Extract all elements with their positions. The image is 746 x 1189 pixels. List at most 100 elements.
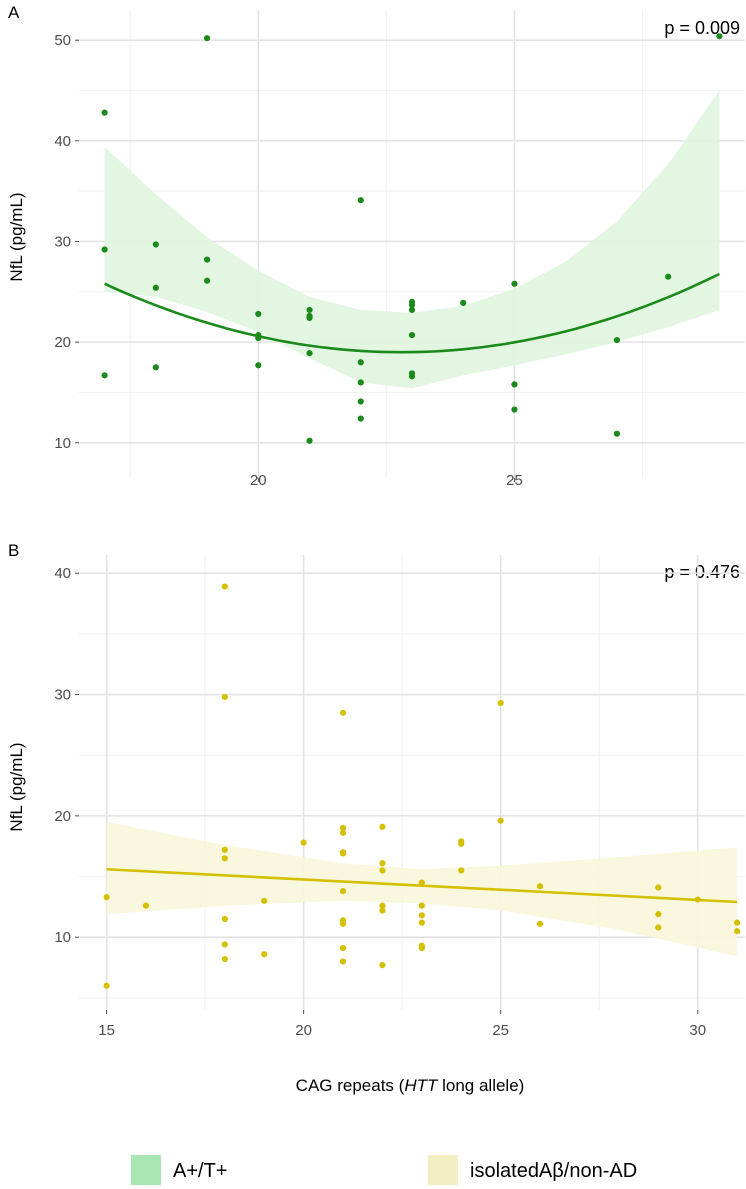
panel-a-data-point-5 — [152, 364, 159, 371]
panel-b-data-point-27 — [379, 907, 386, 914]
panel-b-x-tick-label-2: 25 — [492, 1022, 509, 1039]
panel-a-data-point-29 — [460, 299, 467, 306]
panel-b-y-tick-label-2: 30 — [54, 687, 71, 704]
panel-a-data-point-20 — [357, 379, 364, 386]
legend-label-a-t: A+/T+ — [173, 1160, 227, 1182]
panel-a-x-tick-label-0: 20 — [250, 472, 267, 489]
panel-b-data-point-17 — [339, 850, 347, 857]
panel-b-data-point-12 — [300, 839, 307, 846]
panel-b-data-point-14 — [339, 824, 347, 832]
panel-a-data-point-19 — [357, 359, 364, 366]
panel-b-data-point-26 — [379, 902, 386, 909]
panel-b-x-tick-label-3: 30 — [689, 1022, 706, 1039]
panel-b-data-point-7 — [221, 915, 228, 923]
panel-b-data-point-20 — [339, 920, 347, 927]
panel-b-p-value: p = 0.476 — [664, 562, 740, 582]
panel-a-data-point-26 — [408, 331, 416, 339]
panel-a-data-point-24 — [408, 301, 416, 308]
x-axis-title-prefix: CAG repeats ( — [296, 1076, 405, 1095]
panel-a-y-axis-title: NfL (pg/mL) — [7, 192, 26, 281]
panel-a-data-point-25 — [408, 306, 416, 314]
panel-a-data-point-1 — [101, 246, 108, 253]
panel-a-plot-area: 10 20 30 40 50 20 25 — [54, 10, 745, 489]
panel-b-data-point-41 — [536, 920, 544, 927]
panel-b: B p = 0.476 NfL (pg/mL) 10 20 30 40 15 20 25 30 — [7, 541, 745, 1039]
panel-b-data-point-24 — [379, 860, 386, 867]
panel-a-data-point-33 — [613, 337, 621, 344]
panel-b-data-point-11 — [261, 951, 268, 958]
panel-b-data-point-1 — [103, 982, 110, 989]
panel-b-data-point-46 — [734, 919, 741, 926]
panel-a: A p = 0.009 NfL (pg/mL) 10 20 30 40 50 20 25 — [7, 3, 745, 489]
panel-b-data-point-37 — [458, 867, 465, 874]
panel-a-data-point-31 — [511, 381, 518, 388]
panel-a-data-point-22 — [357, 415, 364, 422]
panel-a-y-tick-label-0: 10 — [54, 435, 71, 452]
panel-a-data-point-18 — [357, 197, 364, 204]
panel-b-data-point-29 — [418, 879, 425, 886]
panel-b-data-point-10 — [261, 897, 268, 904]
panel-a-p-value: p = 0.009 — [664, 18, 740, 38]
panel-b-data-point-38 — [497, 699, 504, 707]
panel-a-data-point-16 — [306, 350, 313, 357]
panel-a-data-point-2 — [101, 372, 108, 379]
panel-a-y-tick-label-2: 30 — [54, 233, 71, 250]
legend-key-a-t — [131, 1155, 161, 1185]
panel-a-data-point-8 — [203, 277, 211, 284]
panel-b-x-tick-label-0: 15 — [98, 1022, 115, 1039]
panel-a-data-point-15 — [306, 314, 313, 322]
panel-b-data-point-34 — [418, 945, 425, 952]
panel-b-data-point-15 — [339, 829, 347, 836]
x-axis-title-suffix: long allele) — [437, 1076, 524, 1095]
panel-a-data-point-32 — [511, 406, 518, 413]
panel-a-data-point-30 — [511, 280, 518, 287]
panel-b-data-point-23 — [379, 823, 386, 830]
panel-b-data-point-9 — [221, 955, 228, 963]
panel-b-data-point-4 — [221, 693, 228, 701]
panel-a-data-point-28 — [408, 373, 416, 380]
panel-a-fit-line — [104, 272, 720, 354]
panel-b-data-point-32 — [418, 919, 425, 926]
panel-b-confidence-band — [106, 821, 738, 957]
panel-b-data-point-3 — [221, 583, 228, 590]
panel-b-data-point-22 — [339, 958, 347, 965]
panel-a-data-point-36 — [716, 33, 723, 40]
panel-b-data-point-45 — [694, 896, 701, 903]
panel-b-data-point-42 — [655, 884, 662, 891]
panel-a-x-tick-label-1: 25 — [506, 472, 523, 489]
panel-b-tag: B — [8, 541, 19, 560]
panel-a-data-point-9 — [255, 310, 262, 318]
panel-b-data-point-6 — [221, 855, 228, 862]
panel-b-x-tick-label-1: 20 — [295, 1022, 312, 1039]
panel-b-y-tick-label-3: 40 — [54, 565, 71, 582]
panel-a-data-point-6 — [203, 35, 211, 42]
panel-b-data-point-28 — [379, 962, 386, 969]
panel-a-data-point-13 — [306, 306, 313, 314]
panel-b-plot-area: 10 20 30 40 15 20 25 30 — [54, 555, 745, 1039]
x-axis-title-gene: HTT — [404, 1076, 439, 1095]
panel-b-data-point-21 — [339, 945, 347, 952]
panel-b-data-point-39 — [497, 817, 504, 824]
panel-b-y-tick-label-1: 20 — [54, 808, 71, 825]
panel-b-data-point-2 — [142, 902, 150, 909]
panel-a-data-point-35 — [665, 273, 672, 280]
panel-a-data-point-11 — [255, 335, 262, 342]
x-axis-title: CAG repeats (HTT long allele) — [296, 1076, 525, 1095]
panel-a-tag: A — [8, 3, 20, 22]
panel-a-data-point-0 — [101, 109, 108, 116]
panel-a-data-point-7 — [203, 256, 211, 263]
panel-b-data-point-43 — [655, 911, 662, 918]
panel-b-data-point-44 — [655, 924, 662, 931]
panel-a-data-point-12 — [255, 362, 262, 369]
panel-b-data-point-0 — [103, 894, 110, 901]
panel-a-y-tick-label-1: 20 — [54, 334, 71, 351]
panel-b-y-axis-title: NfL (pg/mL) — [7, 742, 26, 831]
panel-b-data-point-31 — [418, 912, 425, 919]
panel-a-data-point-4 — [152, 284, 159, 291]
panel-b-data-point-47 — [734, 928, 741, 935]
panel-b-data-point-30 — [418, 902, 425, 909]
panel-a-data-point-3 — [152, 241, 159, 248]
panel-a-y-tick-label-3: 40 — [54, 133, 71, 150]
legend-key-isolated-abeta — [428, 1155, 458, 1185]
